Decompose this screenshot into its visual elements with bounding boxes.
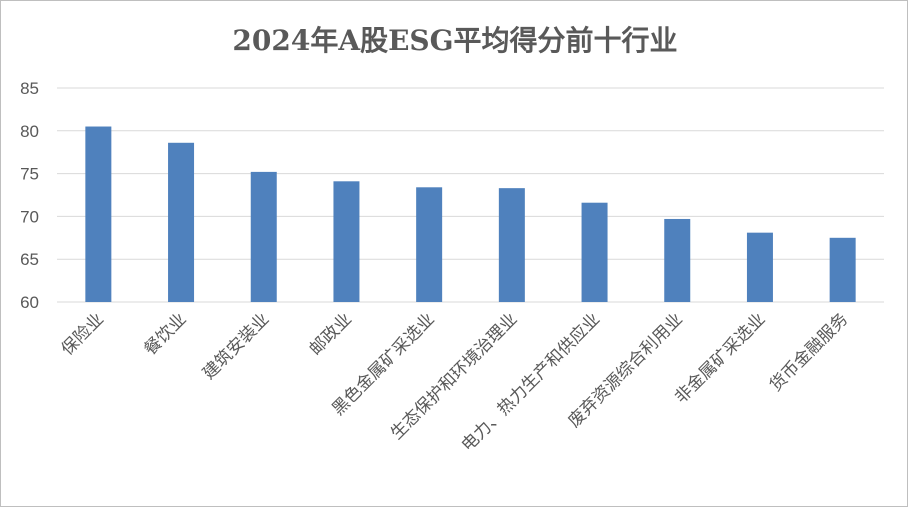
x-category-label: 邮政业 (306, 309, 356, 359)
x-category-label: 餐饮业 (140, 309, 190, 359)
x-category-label: 电力、热力生产和供应业 (458, 309, 604, 455)
bar (416, 187, 443, 302)
y-tick-label: 75 (20, 165, 39, 184)
chart-title: 2024年A股ESG平均得分前十行业 (232, 24, 678, 57)
y-tick-label: 80 (20, 122, 39, 141)
x-axis-labels: 保险业 餐饮业 建筑安装业 邮政业黑色金属矿采选业生态保护和环境治理业电力、热力生产和… (58, 309, 853, 455)
bar (498, 188, 525, 302)
y-tick-label: 85 (20, 79, 39, 98)
gridlines (57, 87, 884, 303)
bar (746, 232, 773, 302)
bar (829, 237, 856, 302)
x-category-label: 保险业 (58, 309, 108, 359)
bar (168, 142, 195, 302)
x-category-label: 建筑安装业 (199, 309, 273, 383)
bar (250, 171, 277, 302)
bar (664, 218, 691, 302)
bar (85, 126, 112, 303)
y-axis-ticks: 60 65 70 75 80 85 (20, 79, 39, 312)
x-category-label: 货币金融服务 (766, 309, 852, 395)
bar (333, 181, 360, 302)
y-tick-label: 70 (20, 207, 39, 226)
y-tick-label: 65 (20, 250, 39, 269)
bar (581, 202, 608, 302)
bars (85, 126, 856, 303)
y-tick-label: 60 (20, 293, 39, 312)
